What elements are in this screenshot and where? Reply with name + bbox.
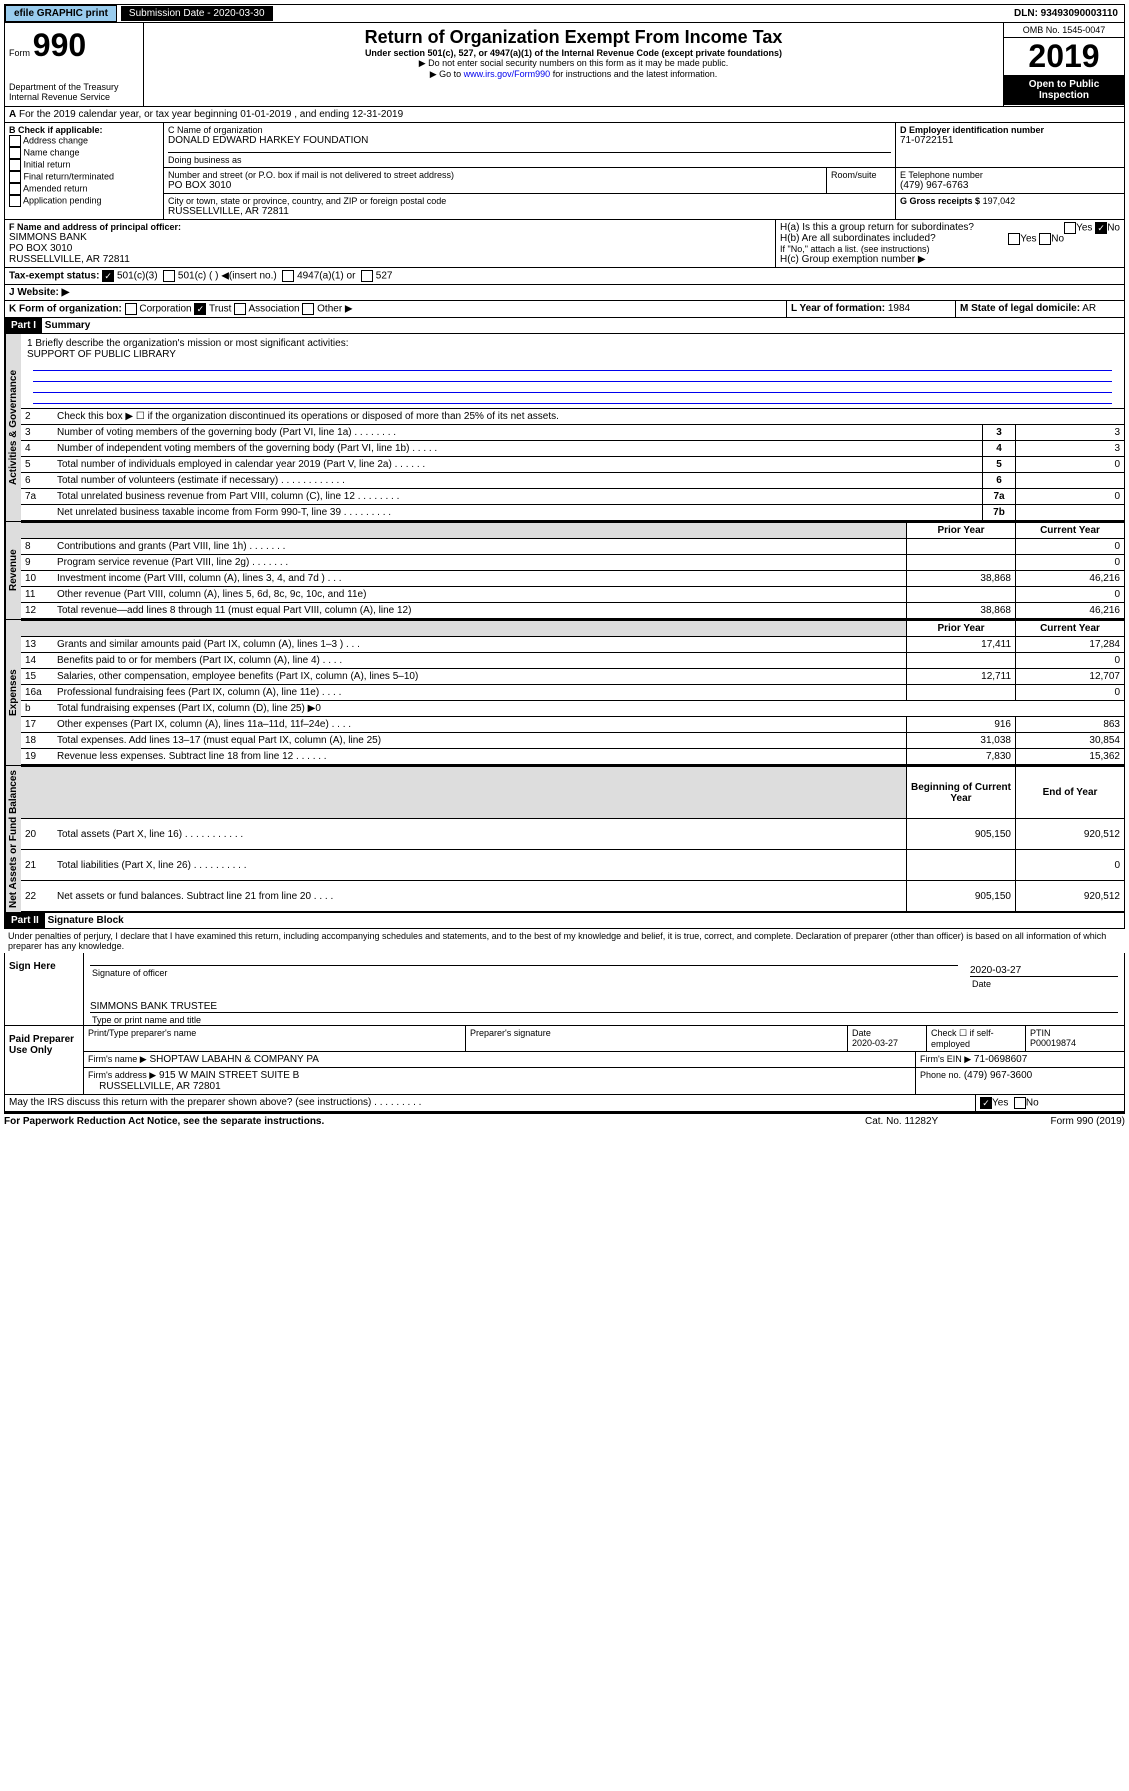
city-label: City or town, state or province, country… [168,196,891,206]
paid-preparer-block: Paid Preparer Use Only Print/Type prepar… [4,1026,1125,1095]
subtitle-3: ▶ Go to www.irs.gov/Form990 for instruct… [148,69,999,80]
part1-bar: Part I [5,318,42,333]
line-1: 1 Briefly describe the organization's mi… [21,334,1124,408]
paid-preparer-label: Paid Preparer Use Only [5,1026,84,1094]
irs-label: Internal Revenue Service [9,92,139,102]
h-c: H(c) Group exemption number ▶ [780,254,1120,265]
addr-label: Number and street (or P.O. box if mail i… [168,170,822,180]
box-b: B Check if applicable: Address change Na… [5,123,164,219]
h-a: H(a) Is this a group return for subordin… [780,222,1120,233]
footer-cat: Cat. No. 11282Y [865,1116,1005,1127]
sig-officer-label: Signature of officer [92,968,964,978]
form-header: Form 990 Department of the Treasury Inte… [4,23,1125,107]
omb-number: OMB No. 1545-0047 [1004,23,1124,38]
instructions-link[interactable]: www.irs.gov/Form990 [464,69,551,79]
h-b: H(b) Are all subordinates included? Yes … [780,233,1120,244]
prep-ptin: PTINP00019874 [1026,1026,1124,1051]
prep-date: Date2020-03-27 [848,1026,927,1051]
line-a: A For the 2019 calendar year, or tax yea… [5,107,1124,122]
revenue-table: Prior YearCurrent Year8Contributions and… [21,522,1124,619]
officer-addr1: PO BOX 3010 [9,243,771,254]
firm-name: Firm's name ▶ SHOPTAW LABAHN & COMPANY P… [84,1052,916,1067]
g-label: G Gross receipts $ 197,042 [900,196,1015,206]
officer-addr2: RUSSELLVILLE, AR 72811 [9,254,771,265]
form-word: Form [9,48,30,58]
tab-net-assets: Net Assets or Fund Balances [5,766,21,912]
telephone: (479) 967-6763 [900,180,1120,191]
d-label: D Employer identification number [900,125,1120,135]
governance-table: 2Check this box ▶ ☐ if the organization … [21,408,1124,521]
net-assets-table: Beginning of Current YearEnd of Year20To… [21,766,1124,912]
dba-label: Doing business as [168,152,891,165]
tab-expenses: Expenses [5,620,21,765]
prep-selfemp: Check ☐ if self-employed [927,1026,1026,1051]
line-m: M State of legal domicile: AR [956,301,1124,317]
discuss-question: May the IRS discuss this return with the… [5,1095,976,1111]
part2-bar: Part II [5,913,45,928]
tab-activities-governance: Activities & Governance [5,334,21,521]
officer-name: SIMMONS BANK [9,232,771,243]
line-k: K Form of organization: Corporation ✓ Tr… [5,301,787,317]
sign-here-label: Sign Here [5,953,84,1025]
street-address: PO BOX 3010 [168,180,822,191]
firm-ein: Firm's EIN ▶ 71-0698607 [916,1052,1124,1067]
subtitle-2: ▶ Do not enter social security numbers o… [148,58,999,69]
form-title: Return of Organization Exempt From Incom… [148,27,999,48]
tax-year: 2019 [1004,38,1124,75]
section-bcdefg: B Check if applicable: Address change Na… [4,123,1125,220]
line-l: L Year of formation: 1984 [787,301,956,317]
prep-sig-label: Preparer's signature [466,1026,848,1051]
sig-date-label: Date [972,979,1124,989]
city-state-zip: RUSSELLVILLE, AR 72811 [168,206,891,217]
top-bar: efile GRAPHIC print Submission Date - 20… [4,4,1125,23]
section-fh: F Name and address of principal officer:… [4,220,1125,268]
discuss-answer: ✓Yes No [976,1095,1124,1111]
sig-date: 2020-03-27 [970,955,1118,977]
dept-treasury: Department of the Treasury [9,82,139,92]
page-footer: For Paperwork Reduction Act Notice, see … [4,1112,1125,1127]
org-name: DONALD EDWARD HARKEY FOUNDATION [168,135,891,146]
officer-name-title: SIMMONS BANK TRUSTEE [90,991,1118,1013]
line-j: J Website: ▶ [5,285,1124,300]
expenses-table: Prior YearCurrent Year13Grants and simil… [21,620,1124,765]
dln: DLN: 93493090003110 [1008,6,1124,21]
name-title-label: Type or print name and title [92,1015,1124,1025]
part1-title: Summary [45,320,91,331]
perjury-declaration: Under penalties of perjury, I declare th… [4,929,1125,953]
prep-name-label: Print/Type preparer's name [84,1026,466,1051]
sign-here-block: Sign Here Signature of officer 2020-03-2… [4,953,1125,1026]
firm-address: Firm's address ▶ 915 W MAIN STREET SUITE… [84,1068,916,1094]
footer-form: Form 990 (2019) [1005,1116,1125,1127]
room-label: Room/suite [827,168,896,193]
efile-button[interactable]: efile GRAPHIC print [5,5,117,22]
ein: 71-0722151 [900,135,1120,146]
tab-revenue: Revenue [5,522,21,619]
subtitle-1: Under section 501(c), 527, or 4947(a)(1)… [148,48,999,58]
part2-title: Signature Block [48,915,124,926]
c-name-label: C Name of organization [168,125,891,135]
open-public: Open to Public Inspection [1004,75,1124,105]
form-number: 990 [33,27,86,63]
firm-phone: Phone no. (479) 967-3600 [916,1068,1124,1094]
submission-date: Submission Date - 2020-03-30 [121,6,273,21]
e-label: E Telephone number [900,170,1120,180]
line-i: Tax-exempt status: ✓ 501(c)(3) 501(c) ( … [5,268,1124,284]
footer-left: For Paperwork Reduction Act Notice, see … [4,1116,865,1127]
h-b-note: If "No," attach a list. (see instruction… [780,244,1120,254]
f-label: F Name and address of principal officer: [9,222,771,232]
